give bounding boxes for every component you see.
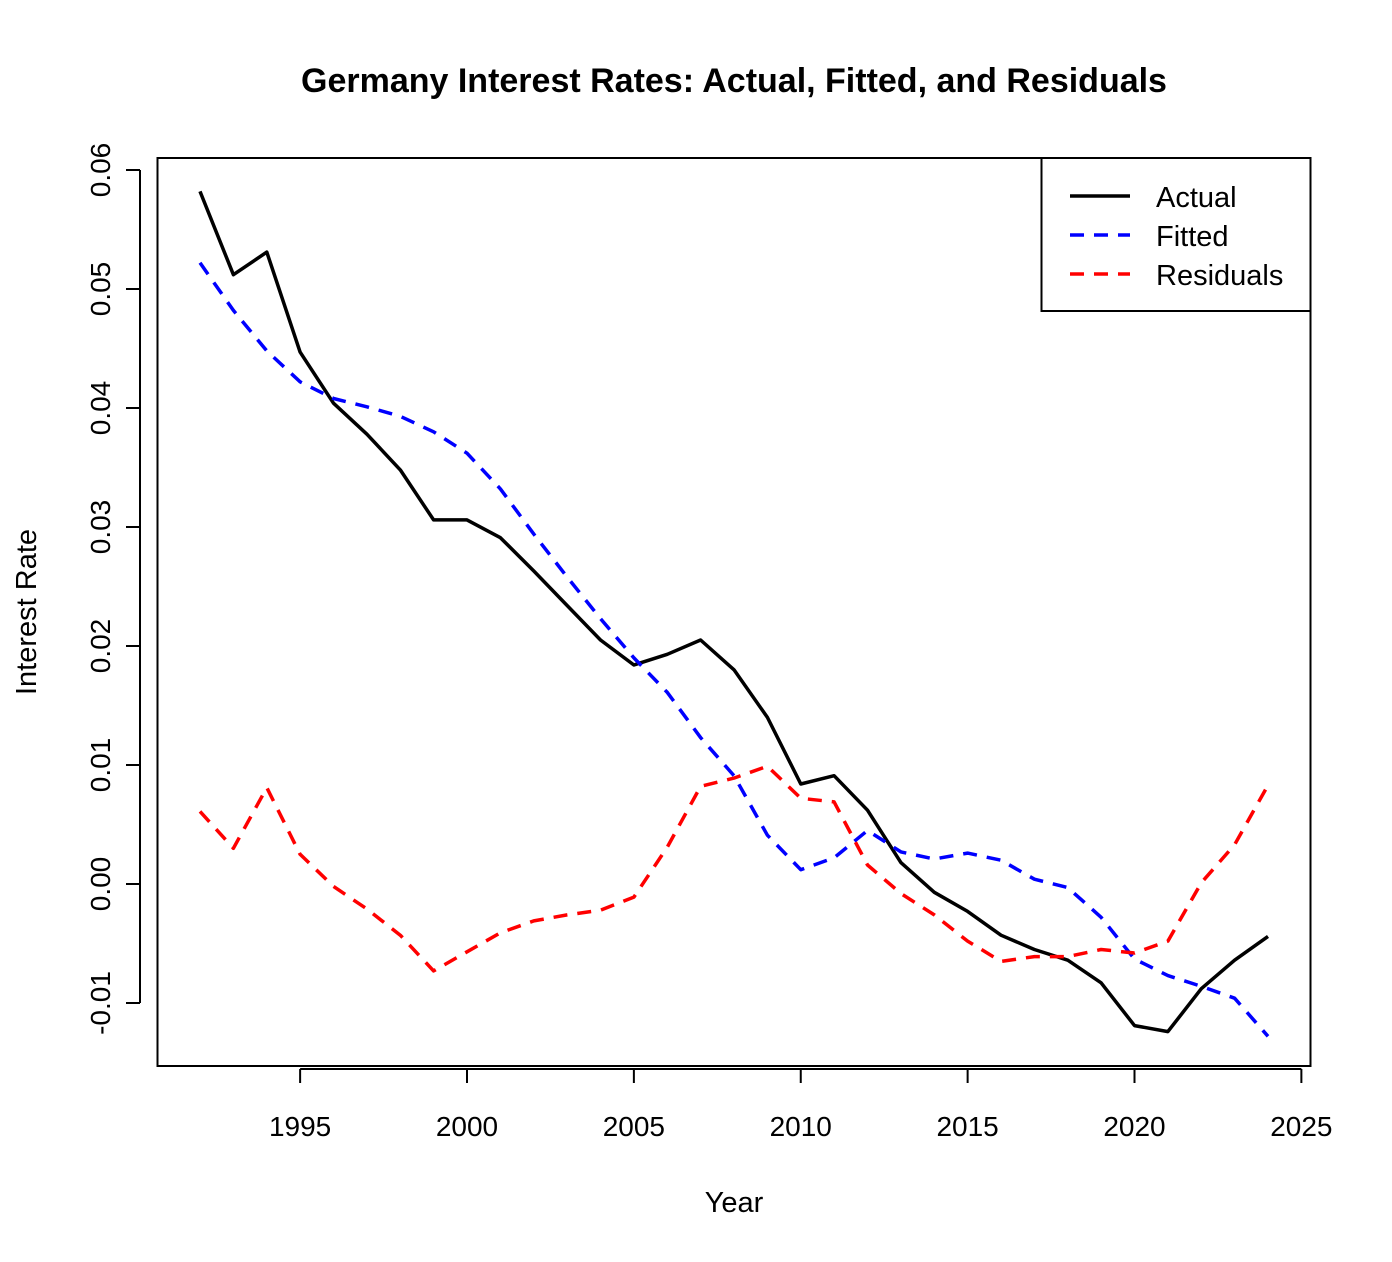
y-tick-label: 0.05 xyxy=(85,262,116,317)
y-tick-label: 0.03 xyxy=(85,500,116,555)
x-tick-label: 2015 xyxy=(936,1111,998,1142)
series-line-residuals xyxy=(198,764,1270,973)
series-line-fitted xyxy=(198,261,1270,1038)
y-axis: -0.01 0.00 0.01 0.02 0.03 0.04 0.05 0.06 xyxy=(85,143,141,1035)
y-tick-label: -0.01 xyxy=(85,971,116,1035)
x-tick-label: 2020 xyxy=(1103,1111,1165,1142)
x-axis: 1995 2000 2005 2010 2015 2020 2025 xyxy=(269,1068,1333,1142)
y-tick-label: 0.04 xyxy=(85,381,116,436)
legend-label-residuals: Residuals xyxy=(1156,260,1283,292)
x-tick-label: 2025 xyxy=(1270,1111,1332,1142)
x-axis-title: Year xyxy=(705,1187,764,1219)
y-tick-label: 0.06 xyxy=(85,143,116,198)
y-tick-label: 0.00 xyxy=(85,857,116,912)
legend: Actual Fitted Residuals xyxy=(1040,157,1312,312)
series-line-actual xyxy=(198,190,1270,1034)
x-tick-label: 1995 xyxy=(269,1111,331,1142)
y-axis-title: Interest Rate xyxy=(11,529,43,695)
legend-box xyxy=(1040,157,1312,312)
x-tick-label: 2000 xyxy=(436,1111,498,1142)
legend-label-actual: Actual xyxy=(1156,182,1237,214)
y-tick-label: 0.02 xyxy=(85,619,116,674)
chart-title: Germany Interest Rates: Actual, Fitted, … xyxy=(301,62,1167,100)
legend-label-fitted: Fitted xyxy=(1156,221,1229,253)
plot-frame xyxy=(156,157,1312,1067)
x-tick-label: 2005 xyxy=(603,1111,665,1142)
x-tick-label: 2010 xyxy=(770,1111,832,1142)
series-layer xyxy=(198,190,1270,1038)
y-tick-label: 0.01 xyxy=(85,738,116,793)
